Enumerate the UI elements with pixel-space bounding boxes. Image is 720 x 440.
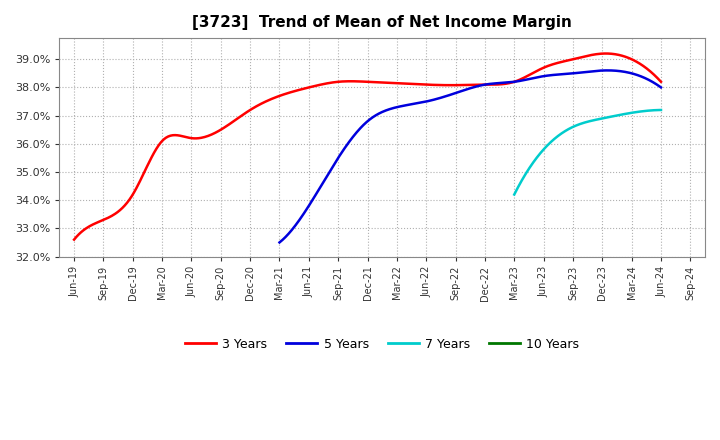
5 Years xyxy=(482,82,490,87)
7 Years xyxy=(657,107,665,113)
Line: 7 Years: 7 Years xyxy=(514,110,661,194)
3 Years xyxy=(657,79,665,84)
5 Years xyxy=(275,240,284,245)
5 Years xyxy=(588,69,596,74)
7 Years xyxy=(598,116,606,121)
7 Years xyxy=(580,120,589,125)
3 Years xyxy=(348,79,357,84)
Title: [3723]  Trend of Mean of Net Income Margin: [3723] Trend of Mean of Net Income Margi… xyxy=(192,15,572,30)
5 Years xyxy=(459,88,467,93)
3 Years xyxy=(352,79,361,84)
3 Years xyxy=(601,51,610,56)
7 Years xyxy=(630,110,639,115)
3 Years xyxy=(387,81,396,86)
5 Years xyxy=(648,79,657,84)
5 Years xyxy=(603,68,612,73)
5 Years xyxy=(657,85,665,90)
7 Years xyxy=(653,107,662,113)
7 Years xyxy=(510,192,518,197)
7 Years xyxy=(590,117,598,123)
5 Years xyxy=(503,80,511,85)
3 Years xyxy=(644,67,652,72)
7 Years xyxy=(580,120,588,125)
Line: 3 Years: 3 Years xyxy=(74,54,661,240)
5 Years xyxy=(456,89,465,94)
3 Years xyxy=(551,61,559,66)
Line: 5 Years: 5 Years xyxy=(279,70,661,242)
3 Years xyxy=(419,82,428,87)
Legend: 3 Years, 5 Years, 7 Years, 10 Years: 3 Years, 5 Years, 7 Years, 10 Years xyxy=(180,333,585,356)
3 Years xyxy=(70,237,78,242)
